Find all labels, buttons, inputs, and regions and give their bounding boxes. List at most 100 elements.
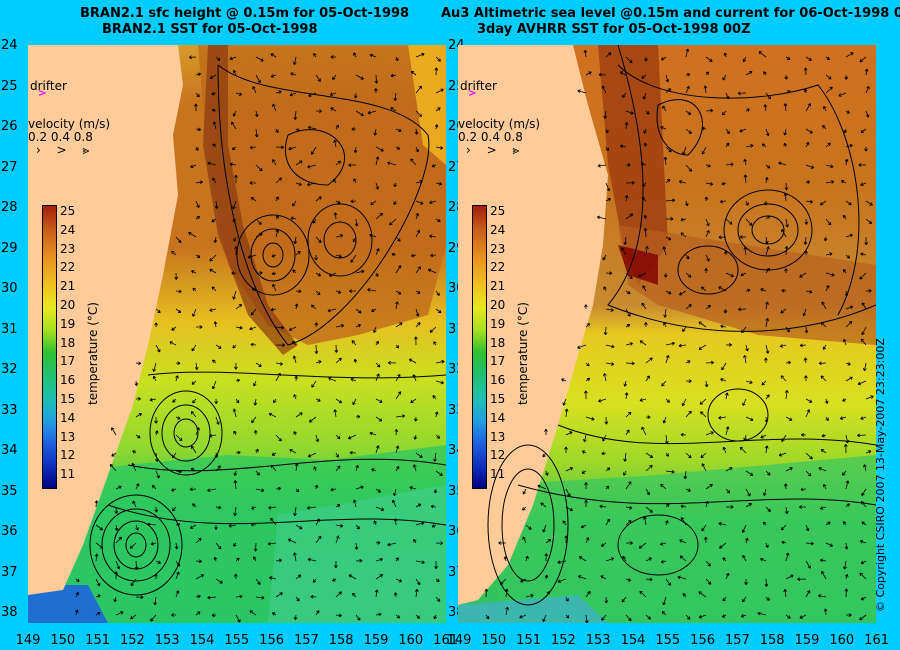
current-arrow-icon — [435, 541, 444, 546]
current-arrow-icon — [764, 578, 769, 587]
current-arrow-icon — [415, 452, 423, 458]
velocity-label-right: velocity (m/s) — [458, 117, 541, 131]
current-arrow-icon — [232, 69, 237, 76]
current-arrow-icon — [619, 144, 627, 149]
current-arrow-icon — [625, 180, 635, 185]
current-arrow-icon — [255, 578, 261, 585]
right-lon-tick: 149 — [446, 633, 472, 648]
current-arrow-icon — [287, 538, 297, 544]
current-arrow-icon — [413, 434, 418, 440]
current-arrow-icon — [743, 158, 747, 166]
current-arrow-icon — [369, 233, 377, 238]
current-arrow-icon — [275, 229, 280, 238]
current-arrow-icon — [348, 574, 357, 580]
current-arrow-icon — [701, 524, 707, 532]
current-arrow-icon — [857, 380, 867, 386]
current-arrow-icon — [195, 537, 202, 544]
current-arrow-icon — [843, 128, 848, 134]
current-arrow-icon — [154, 573, 158, 580]
current-arrow-icon — [564, 408, 569, 418]
current-arrow-icon — [665, 520, 669, 526]
current-arrow-icon — [764, 176, 769, 184]
current-arrow-icon — [228, 523, 237, 528]
current-arrow-icon — [395, 414, 406, 418]
current-arrow-icon — [842, 268, 847, 274]
left-title-line2: BRAN2.1 SST for 05-Oct-1998 — [102, 22, 318, 37]
current-arrow-icon — [819, 506, 827, 510]
left-colorbar-tick: 18 — [60, 335, 76, 350]
current-arrow-icon — [602, 254, 607, 261]
current-arrow-icon — [211, 286, 217, 292]
current-arrow-icon — [308, 416, 317, 423]
current-arrow-icon — [412, 374, 417, 382]
current-arrow-icon — [211, 380, 217, 390]
current-arrow-icon — [665, 354, 670, 364]
current-arrow-icon — [149, 397, 157, 402]
current-arrow-icon — [625, 342, 633, 346]
current-arrow-icon — [375, 574, 384, 580]
current-arrow-icon — [601, 85, 607, 94]
current-arrow-icon — [315, 236, 322, 243]
right-lon-tick: 157 — [724, 633, 750, 648]
left-lon-tick: 149 — [15, 633, 41, 648]
current-arrow-icon — [191, 445, 197, 454]
current-arrow-icon — [315, 535, 322, 544]
current-arrow-icon — [704, 380, 709, 388]
current-arrow-icon — [233, 542, 237, 547]
current-arrow-icon — [369, 53, 377, 58]
current-arrow-icon — [430, 504, 437, 509]
current-arrow-icon — [275, 196, 279, 202]
current-arrow-icon — [250, 197, 257, 202]
current-arrow-icon — [172, 398, 177, 403]
current-arrow-icon — [335, 523, 344, 528]
current-arrow-icon — [232, 344, 237, 349]
current-arrow-icon — [115, 560, 121, 570]
current-arrow-icon — [195, 594, 201, 599]
current-arrow-icon — [745, 503, 752, 508]
current-arrow-icon — [640, 162, 647, 167]
current-arrow-icon — [195, 325, 203, 329]
current-arrow-icon — [864, 236, 869, 246]
current-arrow-icon — [415, 229, 421, 238]
current-arrow-icon — [292, 56, 297, 65]
current-arrow-icon — [114, 524, 119, 531]
current-arrow-icon — [745, 288, 751, 293]
current-arrow-icon — [235, 614, 241, 623]
current-arrow-icon — [679, 539, 687, 544]
current-arrow-icon — [233, 236, 237, 242]
current-arrow-icon — [680, 217, 687, 222]
current-arrow-icon — [395, 557, 399, 562]
current-arrow-icon — [267, 541, 277, 546]
current-arrow-icon — [374, 589, 379, 598]
current-arrow-icon — [195, 427, 200, 436]
current-arrow-icon — [393, 592, 398, 598]
current-arrow-icon — [805, 289, 813, 294]
current-arrow-icon — [354, 542, 359, 550]
current-arrow-icon — [583, 49, 588, 58]
current-arrow-icon — [622, 92, 627, 98]
current-arrow-icon — [251, 287, 257, 292]
current-arrow-icon — [804, 326, 809, 334]
current-arrow-icon — [783, 483, 788, 490]
current-arrow-icon — [864, 146, 868, 152]
current-arrow-icon — [585, 537, 590, 544]
current-arrow-icon — [231, 121, 237, 130]
current-arrow-icon — [645, 557, 652, 562]
current-arrow-icon — [255, 488, 265, 493]
current-arrow-icon — [605, 308, 614, 312]
current-arrow-icon — [685, 110, 692, 115]
left-lon-tick: 154 — [189, 633, 215, 648]
current-arrow-icon — [725, 128, 730, 134]
left-colorbar-tick: 25 — [60, 204, 76, 218]
current-arrow-icon — [415, 521, 425, 526]
right-lon-tick: 160 — [829, 633, 855, 648]
current-arrow-icon — [233, 480, 238, 490]
current-arrow-icon — [255, 56, 264, 62]
current-arrow-icon — [861, 488, 867, 496]
current-arrow-icon — [307, 452, 317, 458]
current-arrow-icon — [211, 108, 217, 113]
current-arrow-icon — [743, 174, 748, 184]
right-colorbar-tick: 17 — [490, 354, 506, 369]
current-arrow-icon — [577, 344, 587, 349]
current-arrow-icon — [195, 92, 200, 98]
